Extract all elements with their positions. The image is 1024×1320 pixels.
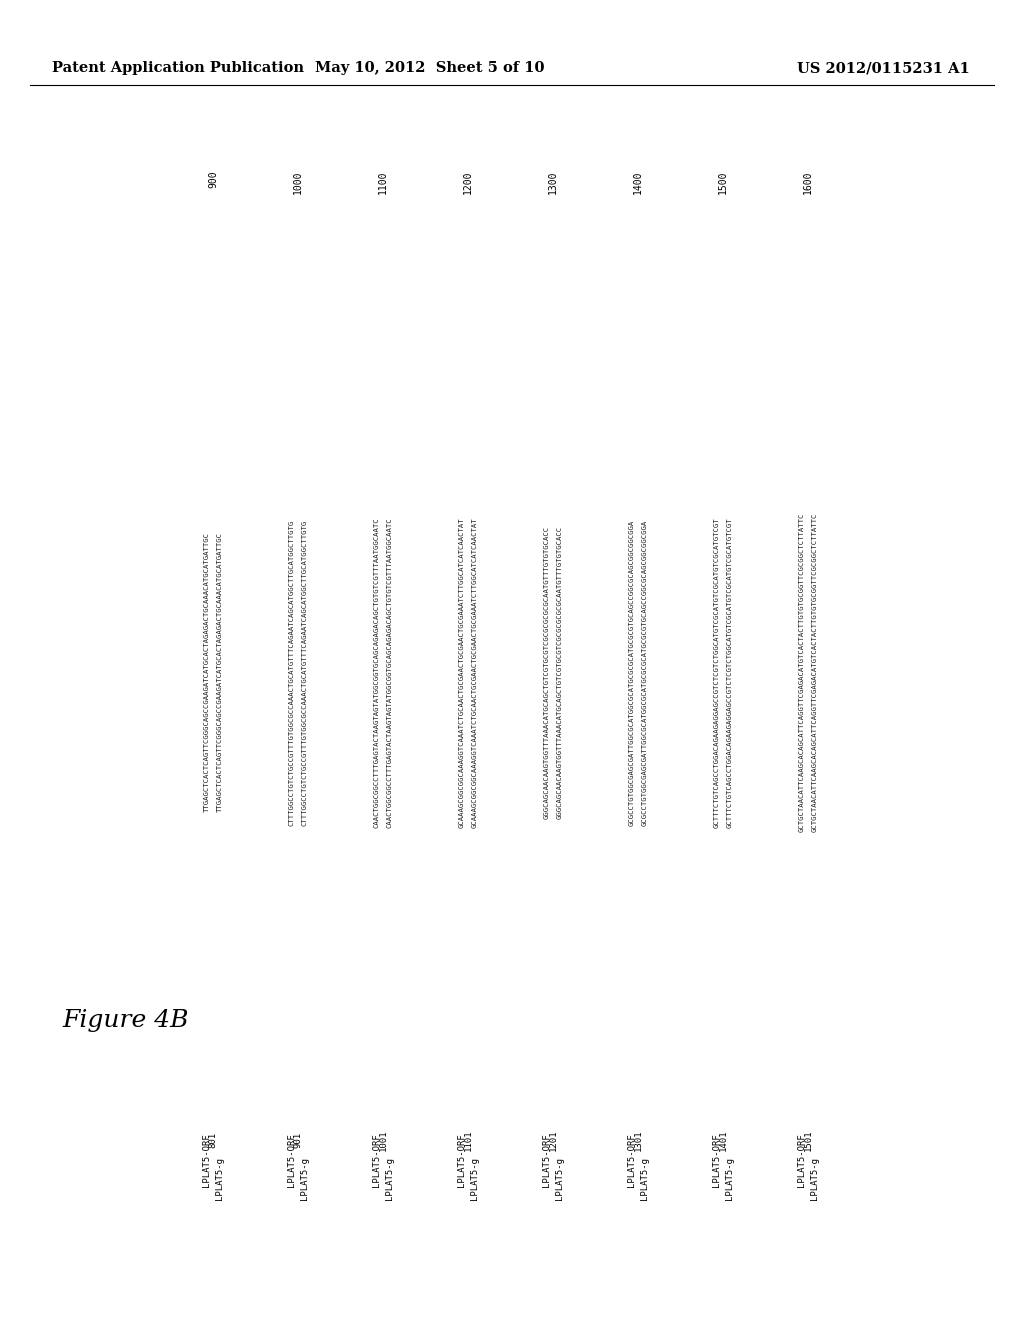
Text: GCTTTCTGTCAGCCTGGACAGAAGAGGAGCCGTCTCGTCTGGCATGTCGCATGTCGCATGTCGCATGTCGT: GCTTTCTGTCAGCCTGGACAGAAGAGGAGCCGTCTCGTCT… (726, 517, 732, 828)
Text: 1101: 1101 (464, 1129, 472, 1151)
Text: 900: 900 (208, 170, 218, 187)
Text: LPLAT5-g: LPLAT5-g (810, 1156, 819, 1200)
Text: GCAAAGCGGCGGCAAAGGTCAAATCTGCAACTGCGAACTGCGAACTGCGAAATCTTGGCATCATCAACTAT: GCAAAGCGGCGGCAAAGGTCAAATCTGCAACTGCGAACTG… (459, 517, 465, 828)
Text: CAACTGGCGGCCTTTGAGTACTAAGTAGTATGGCGGTGCAGCAGAGACAGCTGTGTCGTTTAATGGCAATC: CAACTGGCGGCCTTTGAGTACTAAGTAGTATGGCGGTGCA… (374, 517, 380, 828)
Text: LPLAT5-ORF: LPLAT5-ORF (202, 1133, 211, 1187)
Text: 901: 901 (294, 1133, 302, 1148)
Text: GCTGCTAACATTCAAGCACAGCATTCAGGTTCGAGACATGTCACTACTTGTGTGCGGTTCGCGGCTCTTATTC: GCTGCTAACATTCAAGCACAGCATTCAGGTTCGAGACATG… (811, 512, 817, 832)
Text: 1001: 1001 (379, 1129, 387, 1151)
Text: US 2012/0115231 A1: US 2012/0115231 A1 (798, 61, 970, 75)
Text: GCTGCTAACATTCAAGCACAGCATTCAGGTTCGAGACATGTCACTACTTGTGTGCGGTTCGCGGCTCTTATTC: GCTGCTAACATTCAAGCACAGCATTCAGGTTCGAGACATG… (799, 512, 805, 832)
Text: 1301: 1301 (634, 1129, 642, 1151)
Text: GCGCCTGTGGCGAGCGATTGGCGCATGGCGCATGCGCGCATGCGCGTGCAGCCGGCGCAGCGGCGGCGGA: GCGCCTGTGGCGAGCGATTGGCGCATGGCGCATGCGCGCA… (629, 519, 635, 825)
Text: May 10, 2012  Sheet 5 of 10: May 10, 2012 Sheet 5 of 10 (315, 61, 545, 75)
Text: CTTTGGCCTGTCTGCCGTTTGTGGCGCCAAACTGCATGTTTCAGAATCAGCATGGCTTGCATGGCTTGTG: CTTTGGCCTGTCTGCCGTTTGTGGCGCCAAACTGCATGTT… (301, 519, 307, 825)
Text: TTGAGCTCACTCAGTTCGGGCAGCCGAAGATCATGCACTAGAGACTGCAAACATGCATGATTGC: TTGAGCTCACTCAGTTCGGGCAGCCGAAGATCATGCACTA… (204, 532, 210, 813)
Text: LPLAT5-ORF: LPLAT5-ORF (542, 1133, 551, 1187)
Text: LPLAT5-g: LPLAT5-g (385, 1156, 394, 1200)
Text: LPLAT5-g: LPLAT5-g (300, 1156, 309, 1200)
Text: LPLAT5-ORF: LPLAT5-ORF (797, 1133, 806, 1187)
Text: LPLAT5-ORF: LPLAT5-ORF (287, 1133, 296, 1187)
Text: 801: 801 (209, 1133, 217, 1148)
Text: GGGCAGCAACAAGTGGTTTAAACATGCAGCTGTCGTGCGTCGCGCGCGCGCAATGTTTGTGTGCACC: GGGCAGCAACAAGTGGTTTAAACATGCAGCTGTCGTGCGT… (556, 525, 562, 820)
Text: CTTTGGCCTGTCTGCCGTTTGTGGCGCCAAACTGCATGTTTCAGAATCAGCATGGCTTGCATGGCTTGTG: CTTTGGCCTGTCTGCCGTTTGTGGCGCCAAACTGCATGTT… (289, 519, 295, 825)
Text: GCAAAGCGGCGGCAAAGGTCAAATCTGCAACTGCGAACTGCGAACTGCGAAATCTTGGCATCATCAACTAT: GCAAAGCGGCGGCAAAGGTCAAATCTGCAACTGCGAACTG… (471, 517, 477, 828)
Text: CAACTGGCGGCCTTTGAGTACTAAGTAGTATGGCGGTGCAGCAGAGACAGCTGTGTCGTTTAATGGCAATC: CAACTGGCGGCCTTTGAGTACTAAGTAGTATGGCGGTGCA… (386, 517, 392, 828)
Text: 1500: 1500 (718, 170, 728, 194)
Text: LPLAT5-ORF: LPLAT5-ORF (712, 1133, 721, 1187)
Text: Patent Application Publication: Patent Application Publication (52, 61, 304, 75)
Text: GCGCCTGTGGCGAGCGATTGGCGCATGGCGCATGCGCGCATGCGCGTGCAGCCGGCGCAGCGGCGGCGGA: GCGCCTGTGGCGAGCGATTGGCGCATGGCGCATGCGCGCA… (641, 519, 647, 825)
Text: 1100: 1100 (378, 170, 388, 194)
Text: LPLAT5-g: LPLAT5-g (470, 1156, 479, 1200)
Text: LPLAT5-ORF: LPLAT5-ORF (457, 1133, 466, 1187)
Text: GGGCAGCAACAAGTGGTTTAAACATGCAGCTGTCGTGCGTCGCGCGCGCGCAATGTTTGTGTGCACC: GGGCAGCAACAAGTGGTTTAAACATGCAGCTGTCGTGCGT… (544, 525, 550, 820)
Text: LPLAT5-g: LPLAT5-g (640, 1156, 649, 1200)
Text: LPLAT5-g: LPLAT5-g (725, 1156, 734, 1200)
Text: 1400: 1400 (633, 170, 643, 194)
Text: 1000: 1000 (293, 170, 303, 194)
Text: 1501: 1501 (804, 1129, 812, 1151)
Text: LPLAT5-ORF: LPLAT5-ORF (627, 1133, 636, 1187)
Text: LPLAT5-g: LPLAT5-g (555, 1156, 564, 1200)
Text: 1401: 1401 (719, 1129, 727, 1151)
Text: LPLAT5-g: LPLAT5-g (215, 1156, 224, 1200)
Text: Figure 4B: Figure 4B (62, 1008, 188, 1031)
Text: 1600: 1600 (803, 170, 813, 194)
Text: GCTTTCTGTCAGCCTGGACAGAAGAGGAGCCGTCTCGTCTGGCATGTCGCATGTCGCATGTCGCATGTCGT: GCTTTCTGTCAGCCTGGACAGAAGAGGAGCCGTCTCGTCT… (714, 517, 720, 828)
Text: 1300: 1300 (548, 170, 558, 194)
Text: TTGAGCTCACTCAGTTCGGGCAGCCGAAGATCATGCACTAGAGACTGCAAACATGCATGATTGC: TTGAGCTCACTCAGTTCGGGCAGCCGAAGATCATGCACTA… (216, 532, 222, 813)
Text: 1200: 1200 (463, 170, 473, 194)
Text: 1201: 1201 (549, 1129, 557, 1151)
Text: LPLAT5-ORF: LPLAT5-ORF (372, 1133, 381, 1187)
